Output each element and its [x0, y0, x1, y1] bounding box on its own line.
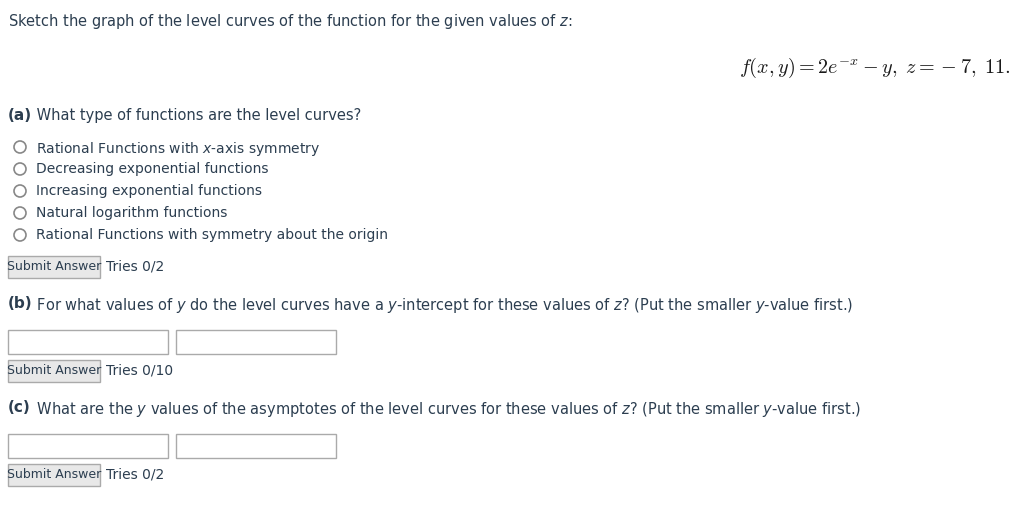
Text: Submit Answer: Submit Answer: [7, 469, 101, 482]
Text: (a): (a): [8, 108, 32, 123]
FancyBboxPatch shape: [8, 464, 100, 486]
Text: Tries 0/2: Tries 0/2: [106, 260, 164, 274]
Text: Submit Answer: Submit Answer: [7, 261, 101, 274]
FancyBboxPatch shape: [8, 330, 168, 354]
Text: Increasing exponential functions: Increasing exponential functions: [36, 184, 262, 198]
Text: Natural logarithm functions: Natural logarithm functions: [36, 206, 227, 220]
Text: Tries 0/2: Tries 0/2: [106, 468, 164, 482]
Text: What type of functions are the level curves?: What type of functions are the level cur…: [32, 108, 361, 123]
Text: Sketch the graph of the level curves of the function for the given values of $z$: Sketch the graph of the level curves of …: [8, 12, 572, 31]
FancyBboxPatch shape: [8, 256, 100, 278]
Text: What are the $y$ values of the asymptotes of the level curves for these values o: What are the $y$ values of the asymptote…: [32, 400, 861, 419]
Text: Rational Functions with symmetry about the origin: Rational Functions with symmetry about t…: [36, 228, 388, 242]
Text: (b): (b): [8, 296, 33, 311]
FancyBboxPatch shape: [176, 330, 336, 354]
FancyBboxPatch shape: [8, 360, 100, 382]
Text: Rational Functions with $x$-axis symmetry: Rational Functions with $x$-axis symmetr…: [36, 140, 321, 158]
Text: $f(x,y) = 2e^{-x} - y, \; z = -7, \; 11.$: $f(x,y) = 2e^{-x} - y, \; z = -7, \; 11.…: [738, 56, 1010, 80]
FancyBboxPatch shape: [176, 434, 336, 458]
Text: Submit Answer: Submit Answer: [7, 365, 101, 378]
FancyBboxPatch shape: [8, 434, 168, 458]
Text: Decreasing exponential functions: Decreasing exponential functions: [36, 162, 268, 176]
Text: For what values of $y$ do the level curves have a $y$-intercept for these values: For what values of $y$ do the level curv…: [32, 296, 853, 315]
Text: (c): (c): [8, 400, 31, 415]
Text: Tries 0/10: Tries 0/10: [106, 364, 173, 378]
